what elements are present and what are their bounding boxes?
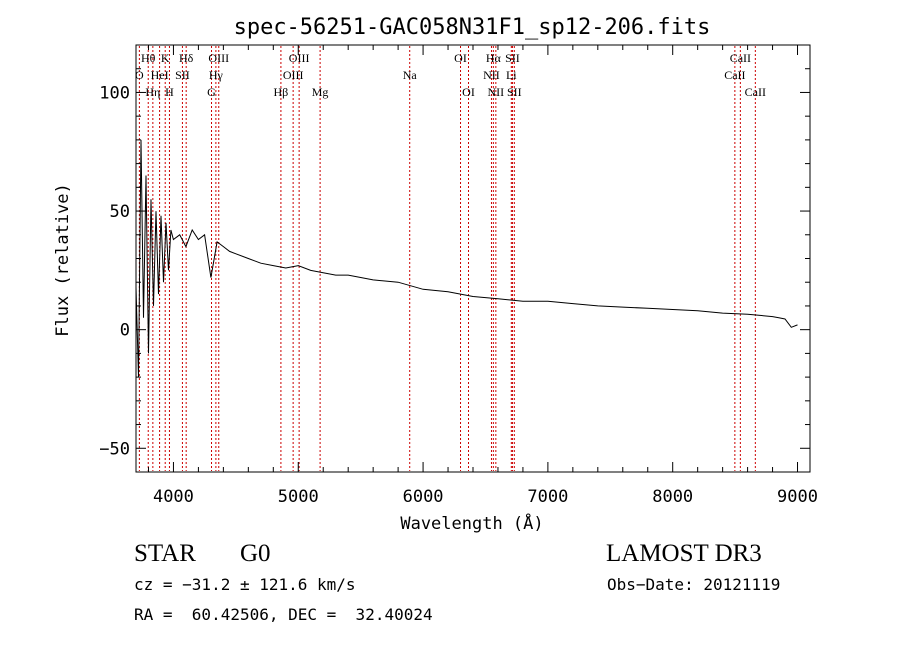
x-axis-label: Wavelength (Å) [400,512,543,534]
line-marker-label: SII [507,85,522,99]
line-marker-label: CaII [730,51,751,65]
x-tick-label: 7000 [527,487,568,507]
line-marker-label: Hβ [274,85,289,99]
line-marker-label: Hη [145,85,160,99]
survey-name: LAMOST DR3 [606,540,762,567]
line-marker-label: H [165,85,174,99]
x-tick-label: 6000 [403,487,444,507]
line-marker-label: NII [483,68,500,82]
plot-frame [135,44,811,473]
line-markers [138,46,756,471]
line-marker-label: CaII [745,85,766,99]
axes: 4000 5000 6000 7000 8000 9000 −50 0 50 100 [99,44,818,507]
chart-title: spec-56251-GAC058N31F1_sp12-206.fits [234,15,711,40]
line-marker-label: NII [488,85,505,99]
velocity-readout: cz = −31.2 ± 121.6 km/s [134,575,356,594]
line-marker-labels: HθOHηHeIKHSIIHδGHγOIIIHβOIIIOIIIMgNaOIOI… [135,51,766,99]
line-marker-label: G [207,85,216,99]
line-marker-label: HeI [151,68,169,82]
line-marker-label: Li [506,68,517,82]
y-tick-label: 50 [110,202,130,222]
y-tick-label: 100 [99,83,130,103]
line-marker-label: O [135,68,144,82]
line-marker-label: SII [175,68,190,82]
y-axis-label: Flux (relative) [53,183,73,337]
line-marker-label: Mg [312,85,329,99]
x-tick-label: 9000 [777,487,818,507]
line-marker-label: OIII [283,68,304,82]
line-marker-label: Hθ [141,51,156,65]
line-marker-label: OIII [208,51,229,65]
line-marker-label: CaII [724,68,745,82]
object-class: STAR [134,540,196,567]
x-tick-label: 5000 [278,487,319,507]
line-marker-label: K [161,51,170,65]
line-marker-label: Hδ [179,51,194,65]
y-tick-label: −50 [99,439,130,459]
spectrum-line [135,139,798,378]
line-marker-label: OI [454,51,467,65]
y-tick-label: 0 [120,321,130,341]
line-marker-label: OI [462,85,475,99]
x-tick-label: 8000 [652,487,693,507]
x-tick-label: 4000 [153,487,194,507]
spectral-subclass: G0 [240,540,271,567]
line-marker-label: Na [403,68,418,82]
line-marker-label: Hγ [209,68,224,82]
line-marker-label: OIII [289,51,310,65]
coordinates-readout: RA = 60.42506, DEC = 32.40024 [134,605,433,624]
line-marker-label: SII [505,51,520,65]
line-marker-label: Hα [486,51,502,65]
observation-date: Obs−Date: 20121119 [607,575,781,594]
